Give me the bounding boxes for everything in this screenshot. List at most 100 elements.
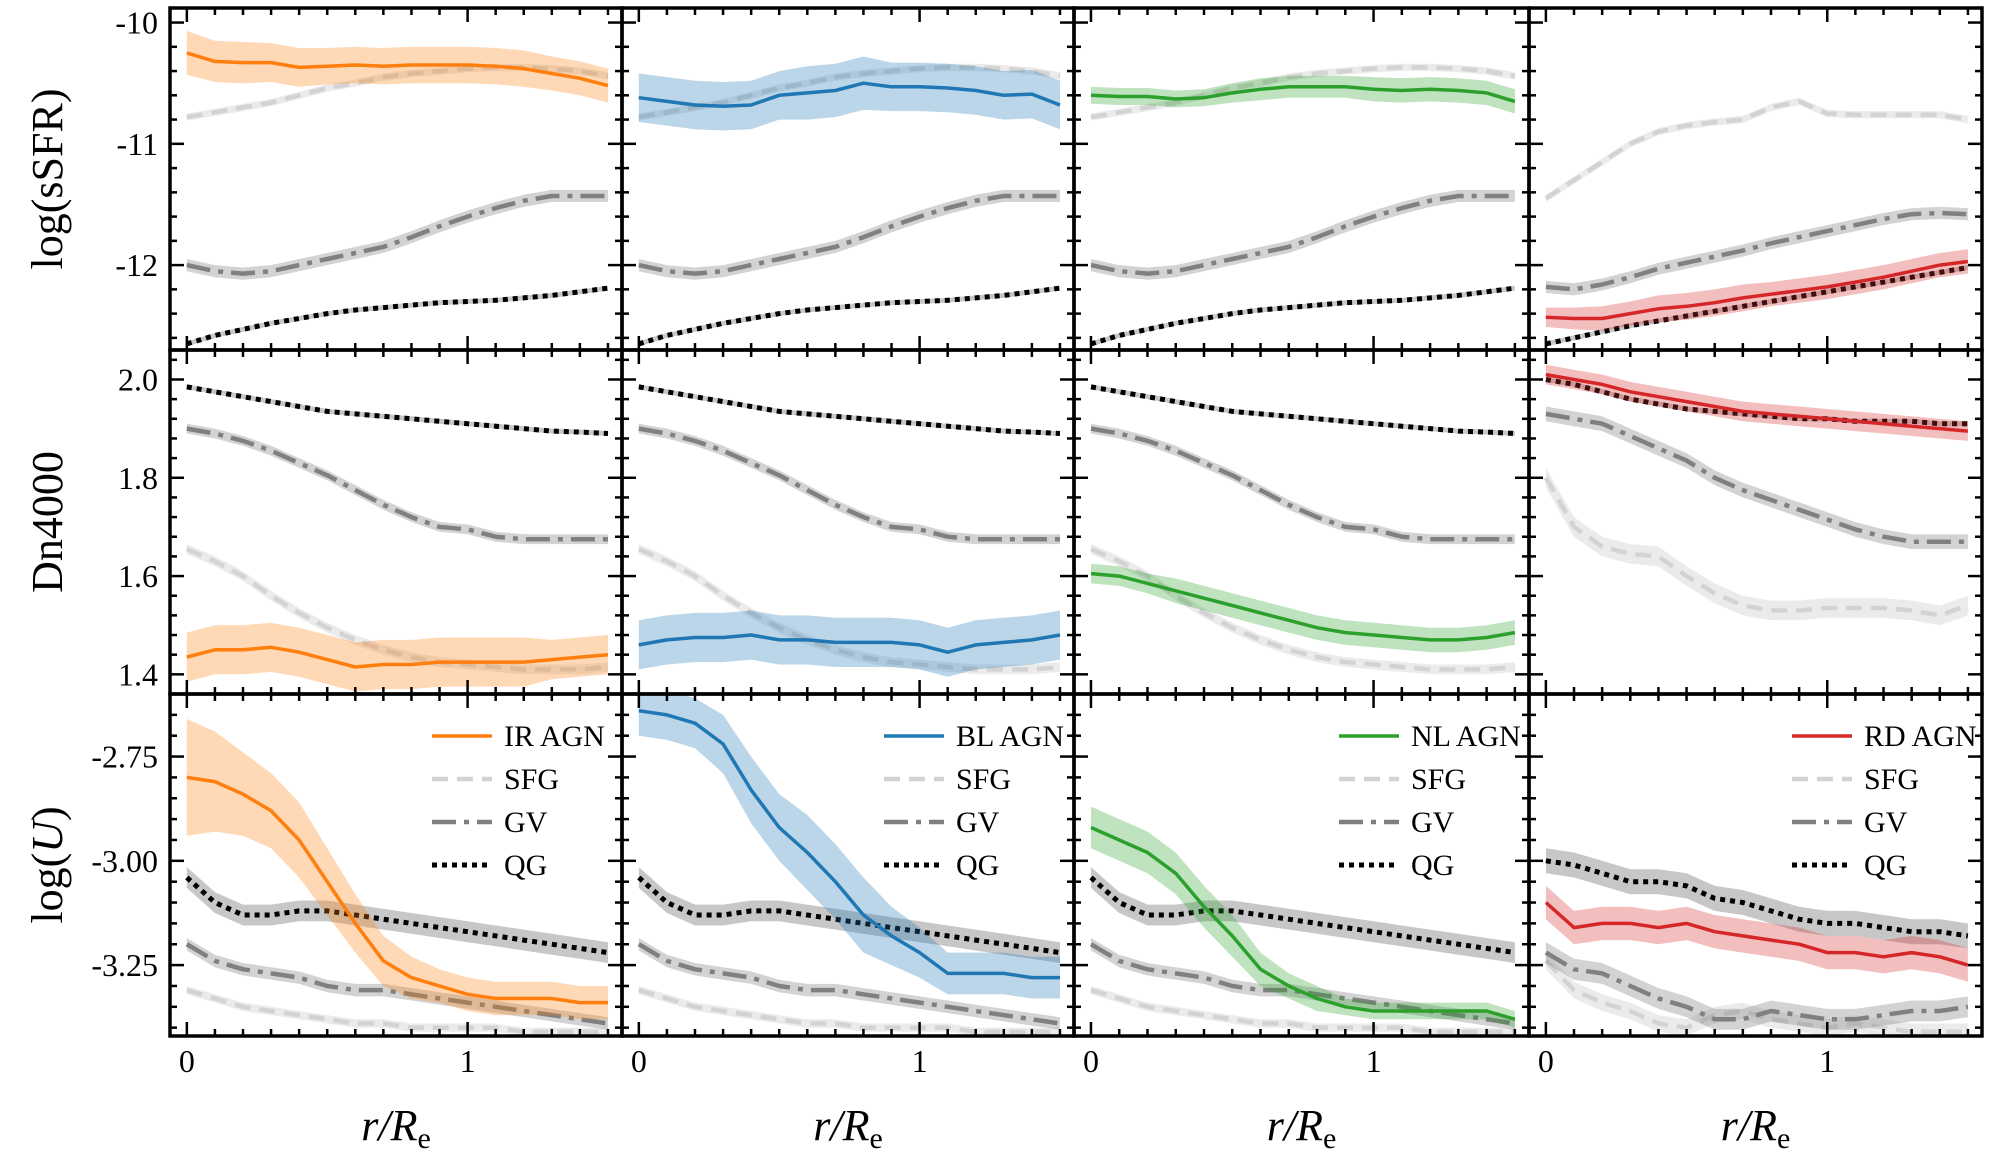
panel-ssfr-nl-gv-line [1090, 193, 1515, 276]
panel-dn-ir-ir-band [186, 622, 609, 692]
panel-logu-bl-plot-area [637, 694, 1061, 1036]
panel-logu-nl-qg-line [1089, 875, 1516, 956]
panel-dn-nl [1072, 348, 1531, 696]
panel-dn-ir-ir-line [186, 645, 609, 669]
panel-logu-bl-bl-band [638, 694, 1060, 999]
panel-dn-ir-sfg-line [185, 546, 609, 672]
panel-logu-bl-bl-line [638, 708, 1060, 980]
ytick-label: -11 [117, 126, 158, 162]
xtick-label: 0 [1083, 1043, 1099, 1079]
panel-dn-bl-plot-area [637, 384, 1061, 677]
panel-logu-rd-sfg-band [1545, 952, 1968, 1036]
x-axis-label-main: r/R [1721, 1101, 1777, 1150]
panel-dn-bl [620, 348, 1076, 696]
panel-ssfr-ir-gv-band [186, 189, 609, 280]
panel-logu-ir: -2.75 -3.00 -3.25 0 1 r/Re IR AGN SFG GV QG [91, 692, 624, 1154]
panel-ssfr-nl-plot-area [1090, 63, 1516, 347]
legend-nl: NL AGN SFG GV QG [1339, 720, 1521, 882]
panel-dn-nl-qg-line [1090, 384, 1516, 436]
y-axis-label-dn: Dn4000 [23, 451, 72, 593]
y-axis-label-logu: log(U) [23, 806, 72, 923]
ytick-label: 2.0 [118, 361, 158, 397]
ytick-label: -3.25 [91, 947, 158, 983]
y-axis-label-ssfr: log(sSFR) [23, 89, 72, 270]
legend-label-qg: QG [956, 849, 999, 882]
ytick-label: 1.8 [118, 460, 158, 496]
xtick-label: 1 [1819, 1043, 1835, 1079]
panel-dn-rd-gv-band [1545, 406, 1968, 549]
panel-ssfr-rd-rd-line [1545, 259, 1969, 321]
panel-ssfr-ir-qg-line [186, 285, 609, 347]
xtick-label: 0 [631, 1043, 647, 1079]
panel-dn-bl-gv-line [638, 426, 1060, 542]
x-axis-label-subscript: e [869, 1122, 882, 1154]
legend-label-nl: NL AGN [1411, 720, 1521, 753]
panel-ssfr-bl [620, 6, 1076, 352]
panel-dn-bl-gv-band [638, 423, 1060, 545]
panel-dn-nl-gv-line [1090, 426, 1515, 542]
legend-label-ir: IR AGN [504, 720, 605, 753]
legend-label-qg: QG [1864, 849, 1907, 882]
panel-ssfr-rd-plot-area [1544, 97, 1969, 347]
panel-logu-ir-ir-band [186, 719, 609, 1020]
panel-ssfr-nl-nl-line [1090, 85, 1516, 104]
panel-logu-rd-qg-band [1545, 848, 1968, 949]
y-axis-label-prefix: log( [23, 853, 72, 924]
panel-dn-ir: 2.0 1.8 1.6 1.4 [118, 348, 624, 696]
panel-ssfr-bl-gv-band [638, 189, 1060, 280]
panel-ssfr-ir-sfg-line [186, 65, 609, 120]
panel-ssfr-ir-plot-area [186, 31, 609, 347]
x-axis-label: r/Re [813, 1101, 883, 1154]
legend-label-sfg: SFG [1864, 763, 1919, 796]
panel-ssfr-ir-ir-line [186, 51, 609, 88]
panel-logu-rd-frame [1527, 692, 1984, 1038]
panel-ssfr-nl-sfg-line [1090, 65, 1516, 120]
panel-ssfr-bl-qg-band [638, 285, 1060, 347]
x-axis-label-subscript: e [417, 1122, 430, 1154]
panel-dn-bl-sfg-line [637, 546, 1061, 672]
panel-ssfr-nl-qg-line [1090, 285, 1516, 347]
panel-ssfr-rd-gv-line [1545, 210, 1968, 292]
panel-dn-ir-gv-line [186, 426, 608, 542]
panel-logu-nl: 0 1 r/Re NL AGN SFG GV QG [1072, 692, 1531, 1154]
panel-logu-bl: 0 1 r/Re BL AGN SFG GV QG [620, 692, 1076, 1154]
y-axis-label-var: U [23, 818, 72, 853]
panel-ssfr-ir-gv-line [186, 193, 608, 276]
panel-ssfr-nl [1072, 6, 1531, 352]
panel-ssfr-nl-gv-band [1091, 189, 1515, 280]
legend-label-gv: GV [504, 806, 548, 839]
panel-dn-nl-plot-area [1090, 384, 1516, 675]
panel-ssfr-bl-gv-line [638, 193, 1060, 276]
panel-ssfr-bl-sfg-line [638, 65, 1061, 120]
panel-dn-nl-nl-band [1091, 563, 1515, 653]
panel-ssfr-bl-frame [620, 6, 1076, 352]
panel-logu-rd-rd-line [1544, 901, 1969, 967]
legend-label-sfg: SFG [956, 763, 1011, 796]
panel-ssfr-bl-bl-band [638, 56, 1060, 131]
panel-dn-ir-gv-band [186, 423, 609, 545]
panel-dn-rd-gv-line [1545, 411, 1968, 544]
panel-dn-rd-qg-line [1545, 377, 1968, 427]
legend-label-gv: GV [1411, 806, 1455, 839]
ytick-label: -3.00 [91, 843, 158, 879]
legend-label-sfg: SFG [504, 763, 559, 796]
ytick-label: -10 [115, 5, 158, 41]
ytick-label: -12 [115, 247, 158, 283]
panel-dn-nl-gv-band [1091, 423, 1515, 545]
panel-dn-rd [1527, 348, 1984, 696]
panel-logu-nl-nl-line [1090, 825, 1516, 1021]
legend-ir: IR AGN SFG GV QG [432, 720, 605, 882]
panel-dn-ir-plot-area [185, 384, 609, 692]
panel-dn-bl-bl-line [638, 633, 1061, 654]
panel-logu-rd-rd-band [1545, 885, 1968, 982]
panel-ssfr-bl-qg-line [638, 285, 1061, 347]
panel-ssfr-rd-gv-band [1545, 206, 1968, 296]
legend-label-bl: BL AGN [956, 720, 1064, 753]
panel-ssfr-rd-qg-line [1545, 265, 1969, 347]
xtick-label: 1 [460, 1043, 476, 1079]
x-axis-label-main: r/R [1267, 1101, 1323, 1150]
panel-dn-rd-plot-area [1543, 364, 1969, 626]
x-axis-label: r/Re [361, 1101, 431, 1154]
legend-rd: RD AGN SFG GV QG [1792, 720, 1977, 882]
xtick-label: 1 [912, 1043, 928, 1079]
